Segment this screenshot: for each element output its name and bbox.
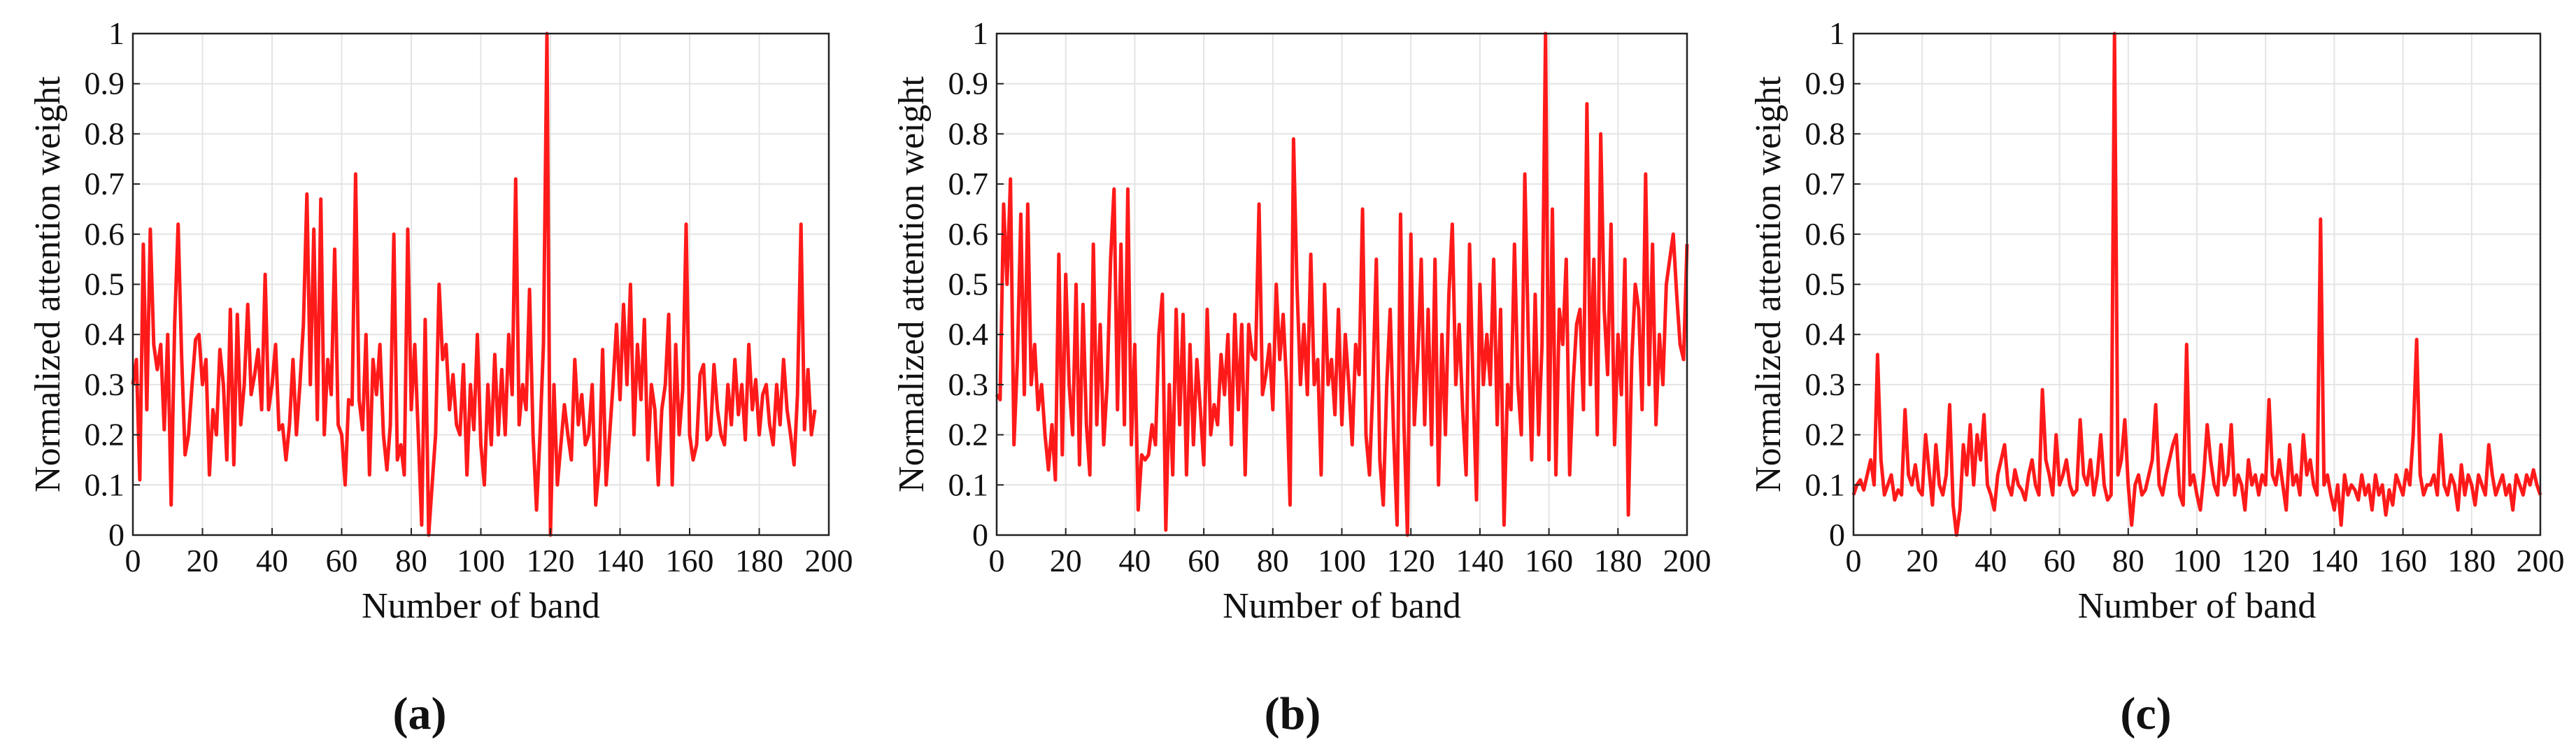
- y-tick-label: 0.6: [948, 216, 989, 252]
- y-tick-label: 0.3: [1805, 367, 1846, 402]
- x-tick-label: 60: [1188, 543, 1220, 578]
- x-tick-label: 160: [666, 543, 714, 578]
- x-tick-label: 120: [527, 543, 575, 578]
- x-tick-label: 0: [125, 543, 141, 578]
- data-series-line: [131, 31, 817, 537]
- y-tick-label: 0: [972, 517, 988, 553]
- x-tick-label: 20: [187, 543, 219, 578]
- x-axis-label: Number of band: [2078, 586, 2317, 626]
- x-tick-label: 180: [735, 543, 783, 578]
- y-tick-label: 0: [1829, 517, 1845, 553]
- x-tick-label: 40: [1118, 543, 1151, 578]
- y-tick-label: 0.8: [85, 115, 125, 151]
- x-tick-label: 160: [2379, 543, 2427, 578]
- chart-panel-3: 0 20 40 60 80 100 120 140 160 180 200 0 0.1 0.2 0.3 0.4…: [1749, 15, 2565, 739]
- x-tick-label: 80: [2112, 543, 2144, 578]
- x-tick-label: 20: [1906, 543, 1938, 578]
- y-tick-label: 0.7: [85, 166, 125, 201]
- y-tick-label: 0.3: [948, 367, 989, 402]
- x-tick-label: 100: [1318, 543, 1366, 578]
- y-tick-label: 0.4: [85, 316, 125, 352]
- y-tick-label: 0.6: [85, 216, 125, 252]
- x-tick-label: 40: [1974, 543, 2007, 578]
- y-tick-label: 0.5: [948, 266, 989, 302]
- x-tick-label: 60: [2044, 543, 2076, 578]
- x-tick-label: 140: [1456, 543, 1504, 578]
- y-tick-label: 0.7: [1805, 166, 1846, 201]
- y-tick-label: 0.1: [948, 467, 989, 502]
- y-tick-label: 0.5: [1805, 266, 1846, 302]
- x-tick-label: 160: [1525, 543, 1573, 578]
- data-series-line: [1851, 31, 2542, 537]
- x-tick-label: 200: [805, 543, 853, 578]
- y-axis-label: Normalized attention weight: [1749, 76, 1788, 492]
- y-tick-label: 0.8: [948, 115, 989, 151]
- y-tick-label: 0.2: [1805, 417, 1846, 453]
- x-tick-label: 0: [989, 543, 1005, 578]
- chart-panel-1: 0 20 40 60 80 100 120 140 160 180 200 0 0.1 0.2 0.3 0.4…: [28, 15, 853, 739]
- y-tick-label: 0.3: [85, 367, 125, 402]
- x-tick-label: 100: [2173, 543, 2221, 578]
- y-tick-label: 0: [108, 517, 124, 553]
- y-tick-label: 0.7: [948, 166, 989, 201]
- x-tick-label: 200: [2517, 543, 2565, 578]
- x-tick-label: 40: [256, 543, 288, 578]
- data-series-line: [995, 31, 1689, 537]
- y-axis-label: Normalized attention weight: [892, 76, 932, 492]
- x-axis-label: Number of band: [362, 586, 600, 626]
- x-tick-label: 60: [326, 543, 358, 578]
- y-tick-label: 0.6: [1805, 216, 1846, 252]
- y-tick-label: 1: [972, 15, 988, 51]
- panel-label: (a): [393, 688, 447, 739]
- x-tick-label: 180: [1594, 543, 1642, 578]
- y-tick-label: 0.4: [1805, 316, 1846, 352]
- y-tick-label: 0.4: [948, 316, 989, 352]
- panel-label: (b): [1265, 688, 1321, 739]
- x-axis-label: Number of band: [1223, 586, 1461, 626]
- x-tick-label: 140: [596, 543, 644, 578]
- y-tick-label: 0.5: [85, 266, 125, 302]
- y-tick-label: 0.1: [1805, 467, 1846, 502]
- x-tick-label: 120: [1387, 543, 1435, 578]
- x-tick-label: 80: [1257, 543, 1289, 578]
- y-axis-label: Normalized attention weight: [28, 76, 68, 492]
- y-tick-label: 0.9: [948, 66, 989, 101]
- x-tick-label: 200: [1663, 543, 1712, 578]
- panel-label: (c): [2120, 688, 2171, 739]
- y-tick-label: 0.1: [85, 467, 125, 502]
- y-tick-label: 0.9: [85, 66, 125, 101]
- x-tick-label: 100: [457, 543, 505, 578]
- x-tick-label: 80: [395, 543, 427, 578]
- y-tick-label: 0.2: [85, 417, 125, 453]
- x-tick-label: 0: [1846, 543, 1862, 578]
- y-tick-label: 0.9: [1805, 66, 1846, 101]
- y-tick-label: 0.8: [1805, 115, 1846, 151]
- x-tick-label: 180: [2447, 543, 2496, 578]
- x-tick-label: 20: [1050, 543, 1082, 578]
- y-tick-label: 1: [1829, 15, 1845, 51]
- y-tick-label: 1: [108, 15, 124, 51]
- chart-panel-2: 0 20 40 60 80 100 120 140 160 180 200 0 0.1 0.2 0.3 0.4…: [892, 15, 1712, 739]
- x-tick-label: 140: [2310, 543, 2358, 578]
- y-tick-label: 0.2: [948, 417, 989, 453]
- x-tick-label: 120: [2242, 543, 2290, 578]
